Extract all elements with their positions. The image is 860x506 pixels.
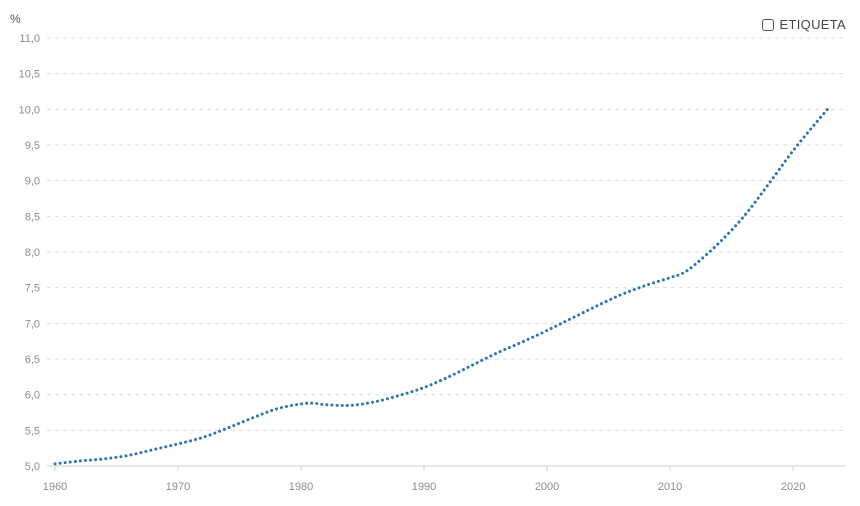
x-tick-label: 1980 [289,481,313,493]
legend-toggle[interactable]: ETIQUETA [761,17,846,32]
y-tick-label: 8,0 [25,247,40,259]
y-tick-label: 5,0 [25,461,40,473]
legend-label: ETIQUETA [779,17,846,32]
x-axis-ticks: 1960 1970 1980 1990 2000 2010 2020 [43,466,805,493]
y-tick-label: 11,0 [19,33,40,45]
y-tick-label: 9,0 [25,176,40,188]
series-layer [53,104,832,466]
y-tick-label: 7,5 [25,283,40,295]
y-tick-label: 5,5 [25,425,40,437]
x-tick-label: 1970 [166,481,190,493]
checkbox-icon[interactable] [761,18,774,31]
y-tick-label: 7,0 [25,318,40,330]
y-axis-unit-label: % [10,12,21,26]
series-line [53,104,832,466]
y-tick-label: 8,5 [25,211,40,223]
x-tick-label: 2020 [781,481,805,493]
y-tick-label: 10,0 [19,104,40,116]
x-tick-label: 1960 [43,481,67,493]
x-tick-label: 2010 [658,481,682,493]
y-tick-label: 10,5 [19,69,40,81]
y-tick-label: 6,5 [25,354,40,366]
grid-lines [47,37,846,467]
y-tick-label: 9,5 [25,140,40,152]
x-tick-label: 2000 [535,481,559,493]
y-tick-label: 6,0 [25,390,40,402]
y-axis-ticks: 5,0 5,5 6,0 6,5 7,0 7,5 8,0 8,5 9,0 9,5 10,0 10,5 11… [19,33,40,473]
x-tick-label: 1990 [412,481,436,493]
